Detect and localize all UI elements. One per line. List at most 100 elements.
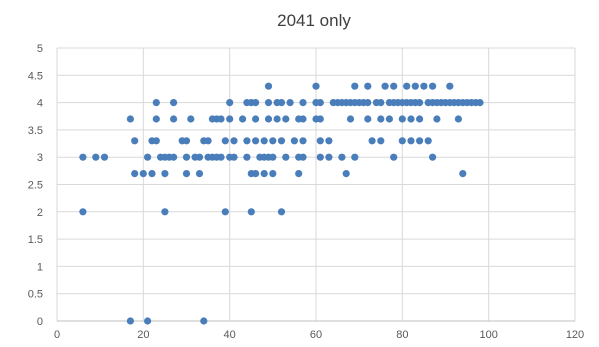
data-point [204, 137, 212, 145]
data-point [221, 208, 229, 216]
data-point [243, 153, 251, 161]
data-point [264, 82, 273, 90]
y-tick-label: 2 [37, 207, 43, 219]
data-point [273, 115, 281, 123]
data-point [377, 99, 385, 107]
x-tick-label: 0 [54, 329, 60, 341]
data-point [239, 115, 247, 123]
data-point [260, 170, 268, 178]
data-point [260, 137, 268, 145]
data-point [195, 153, 204, 161]
data-point [144, 317, 152, 325]
data-point [407, 137, 415, 145]
data-point [346, 115, 355, 123]
y-tick-label: 5 [37, 43, 43, 55]
data-point [161, 170, 169, 178]
data-point [282, 153, 290, 161]
chart-title: 2041 only [277, 11, 351, 30]
data-point [247, 208, 255, 216]
data-point [152, 99, 160, 107]
data-point [364, 115, 372, 123]
data-point [217, 115, 225, 123]
data-point [316, 137, 324, 145]
data-point [187, 115, 195, 123]
data-point [295, 170, 303, 178]
data-point [290, 137, 298, 145]
data-point [407, 115, 415, 123]
data-point [351, 153, 359, 161]
data-point [429, 153, 437, 161]
data-point [299, 153, 307, 161]
data-point [398, 115, 406, 123]
data-point [299, 115, 307, 123]
y-tick-label: 1 [37, 261, 43, 273]
data-point [131, 170, 139, 178]
data-point [424, 137, 432, 145]
data-point [476, 99, 484, 107]
data-point [79, 208, 87, 216]
data-point [416, 137, 424, 145]
data-point [252, 170, 260, 178]
data-point [299, 137, 307, 145]
data-points [79, 82, 484, 325]
data-point [446, 82, 454, 90]
data-point [325, 137, 333, 145]
data-point [286, 99, 294, 107]
data-point [299, 99, 307, 107]
data-point [152, 137, 160, 145]
x-tick-label: 120 [566, 329, 584, 341]
data-point [182, 137, 191, 145]
data-point [148, 170, 156, 178]
gridlines [56, 47, 576, 322]
data-point [364, 82, 372, 90]
data-point [269, 137, 277, 145]
data-point [264, 99, 273, 107]
data-point [182, 170, 191, 178]
data-point [252, 99, 260, 107]
data-point [226, 99, 234, 107]
data-point [170, 115, 178, 123]
data-point [243, 137, 251, 145]
data-point [200, 317, 208, 325]
data-point [170, 153, 178, 161]
data-point [144, 153, 152, 161]
data-point [459, 170, 467, 178]
data-point [264, 115, 273, 123]
y-tick-label: 2.5 [28, 180, 43, 192]
data-point [416, 99, 424, 107]
data-point [230, 137, 238, 145]
data-point [385, 115, 393, 123]
data-point [252, 115, 260, 123]
data-point [282, 115, 290, 123]
data-point [221, 137, 229, 145]
data-point [277, 208, 286, 216]
x-tick-label: 100 [479, 329, 497, 341]
data-point [429, 82, 437, 90]
data-point [126, 115, 134, 123]
data-point [79, 153, 87, 161]
data-point [351, 82, 359, 90]
data-point [338, 153, 346, 161]
data-point [377, 115, 385, 123]
data-point [325, 153, 333, 161]
data-point [316, 99, 324, 107]
data-point [411, 82, 419, 90]
data-point [364, 99, 372, 107]
data-point [182, 153, 191, 161]
data-point [252, 137, 260, 145]
data-point [170, 99, 178, 107]
data-point [368, 137, 376, 145]
data-point [126, 317, 134, 325]
data-point [377, 137, 385, 145]
data-point [195, 170, 204, 178]
data-point [152, 115, 160, 123]
y-tick-label: 3 [37, 152, 43, 164]
data-point [454, 115, 462, 123]
data-point [342, 170, 350, 178]
data-point [139, 170, 147, 178]
y-tick-label: 4 [37, 98, 43, 110]
data-point [316, 153, 324, 161]
x-tick-label: 60 [310, 329, 322, 341]
